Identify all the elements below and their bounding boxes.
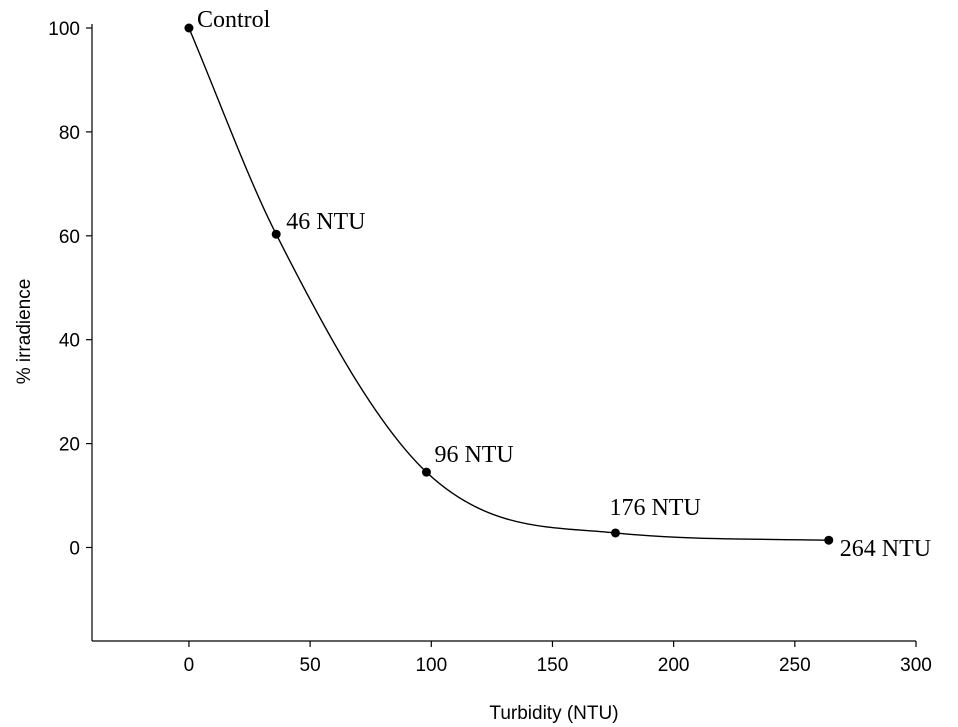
y-tick-label: 40 xyxy=(59,331,80,352)
y-tick-label: 60 xyxy=(59,227,80,248)
y-axis: 0 20 40 60 80 100 % irradience xyxy=(14,19,93,641)
x-ticks: 0 50 100 150 200 250 300 xyxy=(184,641,932,676)
data-label: 176 NTU xyxy=(609,495,700,521)
x-tick-label: 0 xyxy=(184,655,195,676)
plot-area: Control 46 NTU 96 NTU 176 NTU 264 NTU xyxy=(184,7,931,562)
data-labels: Control 46 NTU 96 NTU 176 NTU 264 NTU xyxy=(197,7,931,562)
data-label: 264 NTU xyxy=(840,536,931,562)
data-label: 96 NTU xyxy=(434,442,513,468)
x-tick-label: 100 xyxy=(415,655,447,676)
x-tick-label: 300 xyxy=(900,655,932,676)
y-tick-label: 100 xyxy=(48,19,80,40)
x-axis: 0 50 100 150 200 250 300 Turbidity (NTU) xyxy=(92,640,932,724)
y-tick-label: 0 xyxy=(69,538,80,559)
x-tick-label: 200 xyxy=(658,655,690,676)
x-tick-label: 250 xyxy=(779,655,811,676)
y-tick-label: 80 xyxy=(59,123,80,144)
data-points xyxy=(184,23,834,545)
data-point xyxy=(421,467,431,477)
data-point xyxy=(824,535,834,545)
x-axis-title: Turbidity (NTU) xyxy=(489,703,618,724)
y-ticks: 0 20 40 60 80 100 xyxy=(48,19,92,559)
data-point xyxy=(271,229,281,239)
x-tick-label: 50 xyxy=(300,655,321,676)
y-axis-title: % irradience xyxy=(14,279,35,385)
data-point xyxy=(184,23,194,33)
x-tick-label: 150 xyxy=(537,655,569,676)
data-point xyxy=(610,528,620,538)
data-label: Control xyxy=(197,7,271,33)
data-label: 46 NTU xyxy=(286,209,365,235)
y-tick-label: 20 xyxy=(59,435,80,456)
